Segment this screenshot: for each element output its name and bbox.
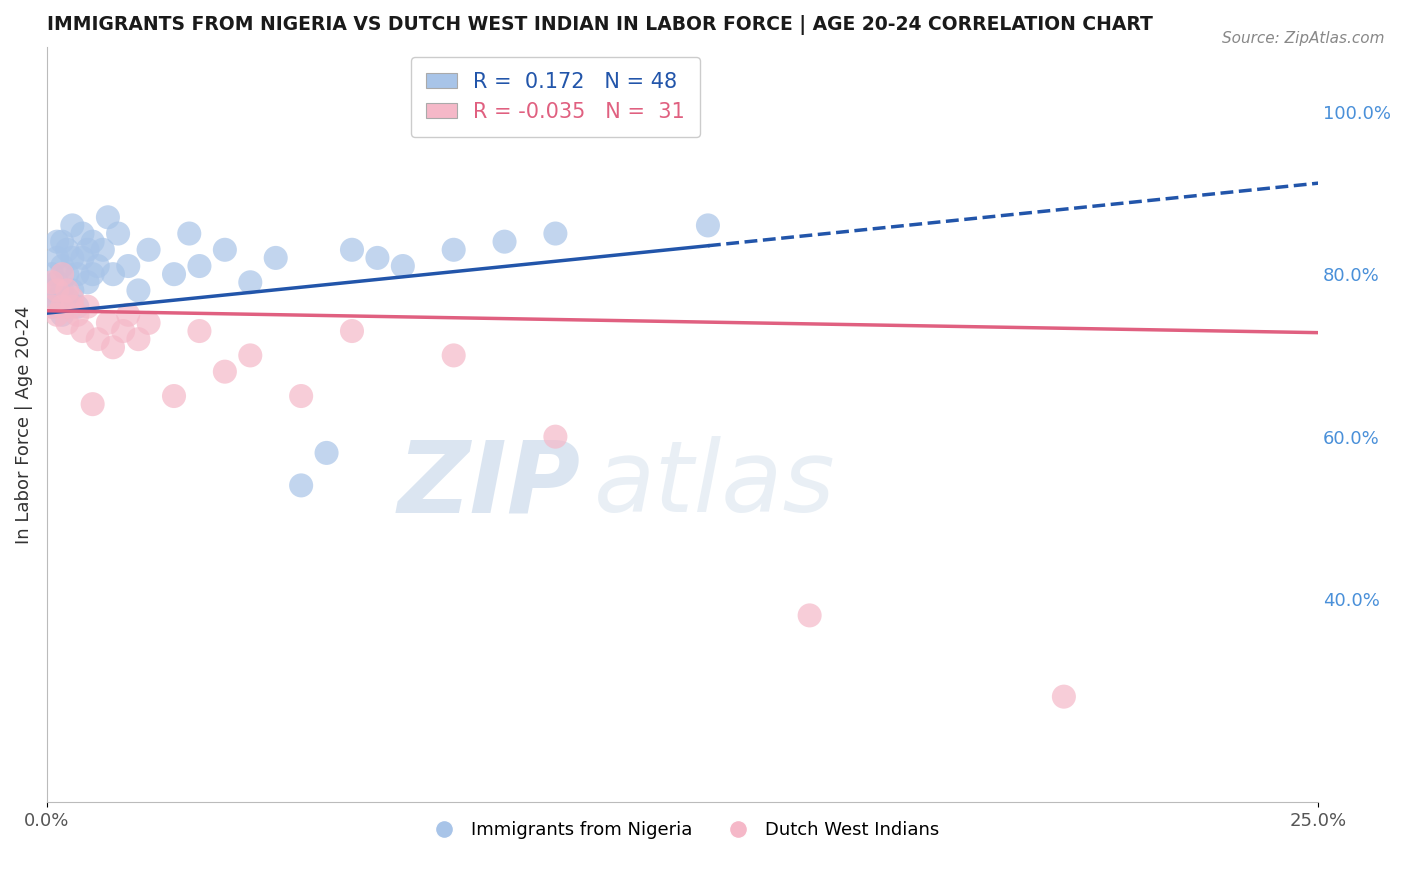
Point xyxy=(41,300,63,314)
Point xyxy=(138,243,160,257)
Point xyxy=(163,389,186,403)
Legend: Immigrants from Nigeria, Dutch West Indians: Immigrants from Nigeria, Dutch West Indi… xyxy=(419,814,946,847)
Point xyxy=(544,430,567,444)
Point xyxy=(214,243,236,257)
Point xyxy=(60,292,83,306)
Point xyxy=(163,267,186,281)
Point xyxy=(66,267,89,281)
Point xyxy=(127,332,149,346)
Point xyxy=(87,332,110,346)
Point xyxy=(60,251,83,265)
Point xyxy=(46,235,69,249)
Point xyxy=(82,397,104,411)
Point xyxy=(544,227,567,241)
Text: ZIP: ZIP xyxy=(398,436,581,533)
Point xyxy=(117,259,139,273)
Point xyxy=(392,259,415,273)
Point xyxy=(76,275,98,289)
Point xyxy=(51,308,73,322)
Point xyxy=(51,235,73,249)
Point xyxy=(138,316,160,330)
Point xyxy=(107,227,129,241)
Point xyxy=(46,308,69,322)
Point xyxy=(56,292,79,306)
Point xyxy=(443,243,465,257)
Point xyxy=(76,243,98,257)
Y-axis label: In Labor Force | Age 20-24: In Labor Force | Age 20-24 xyxy=(15,305,32,543)
Point xyxy=(494,235,516,249)
Point xyxy=(60,284,83,298)
Point xyxy=(60,219,83,233)
Point xyxy=(290,478,312,492)
Point xyxy=(97,211,120,225)
Point xyxy=(315,446,337,460)
Point xyxy=(56,316,79,330)
Point xyxy=(51,300,73,314)
Point xyxy=(51,267,73,281)
Point xyxy=(340,324,363,338)
Text: atlas: atlas xyxy=(593,436,835,533)
Point xyxy=(239,348,262,362)
Point xyxy=(290,389,312,403)
Point xyxy=(72,251,94,265)
Point xyxy=(46,284,69,298)
Point xyxy=(56,243,79,257)
Text: Source: ZipAtlas.com: Source: ZipAtlas.com xyxy=(1222,31,1385,46)
Point xyxy=(188,324,211,338)
Point xyxy=(60,300,83,314)
Point xyxy=(188,259,211,273)
Point xyxy=(41,267,63,281)
Point xyxy=(112,324,135,338)
Point xyxy=(56,284,79,298)
Point xyxy=(97,316,120,330)
Point xyxy=(82,235,104,249)
Point xyxy=(214,365,236,379)
Point xyxy=(239,275,262,289)
Point xyxy=(46,251,69,265)
Point xyxy=(101,340,124,354)
Point xyxy=(51,284,73,298)
Point xyxy=(46,275,69,289)
Point xyxy=(1053,690,1076,704)
Point xyxy=(117,308,139,322)
Text: IMMIGRANTS FROM NIGERIA VS DUTCH WEST INDIAN IN LABOR FORCE | AGE 20-24 CORRELAT: IMMIGRANTS FROM NIGERIA VS DUTCH WEST IN… xyxy=(46,15,1153,35)
Point xyxy=(127,284,149,298)
Point xyxy=(82,267,104,281)
Point xyxy=(91,243,114,257)
Point xyxy=(41,284,63,298)
Point xyxy=(443,348,465,362)
Point xyxy=(72,227,94,241)
Point xyxy=(76,300,98,314)
Point xyxy=(264,251,287,265)
Point xyxy=(72,324,94,338)
Point xyxy=(56,267,79,281)
Point xyxy=(66,300,89,314)
Point xyxy=(51,259,73,273)
Point xyxy=(366,251,388,265)
Point xyxy=(697,219,720,233)
Point xyxy=(66,308,89,322)
Point xyxy=(179,227,201,241)
Point xyxy=(799,608,821,623)
Point xyxy=(87,259,110,273)
Point xyxy=(41,300,63,314)
Point xyxy=(340,243,363,257)
Point xyxy=(46,292,69,306)
Point xyxy=(101,267,124,281)
Point xyxy=(41,275,63,289)
